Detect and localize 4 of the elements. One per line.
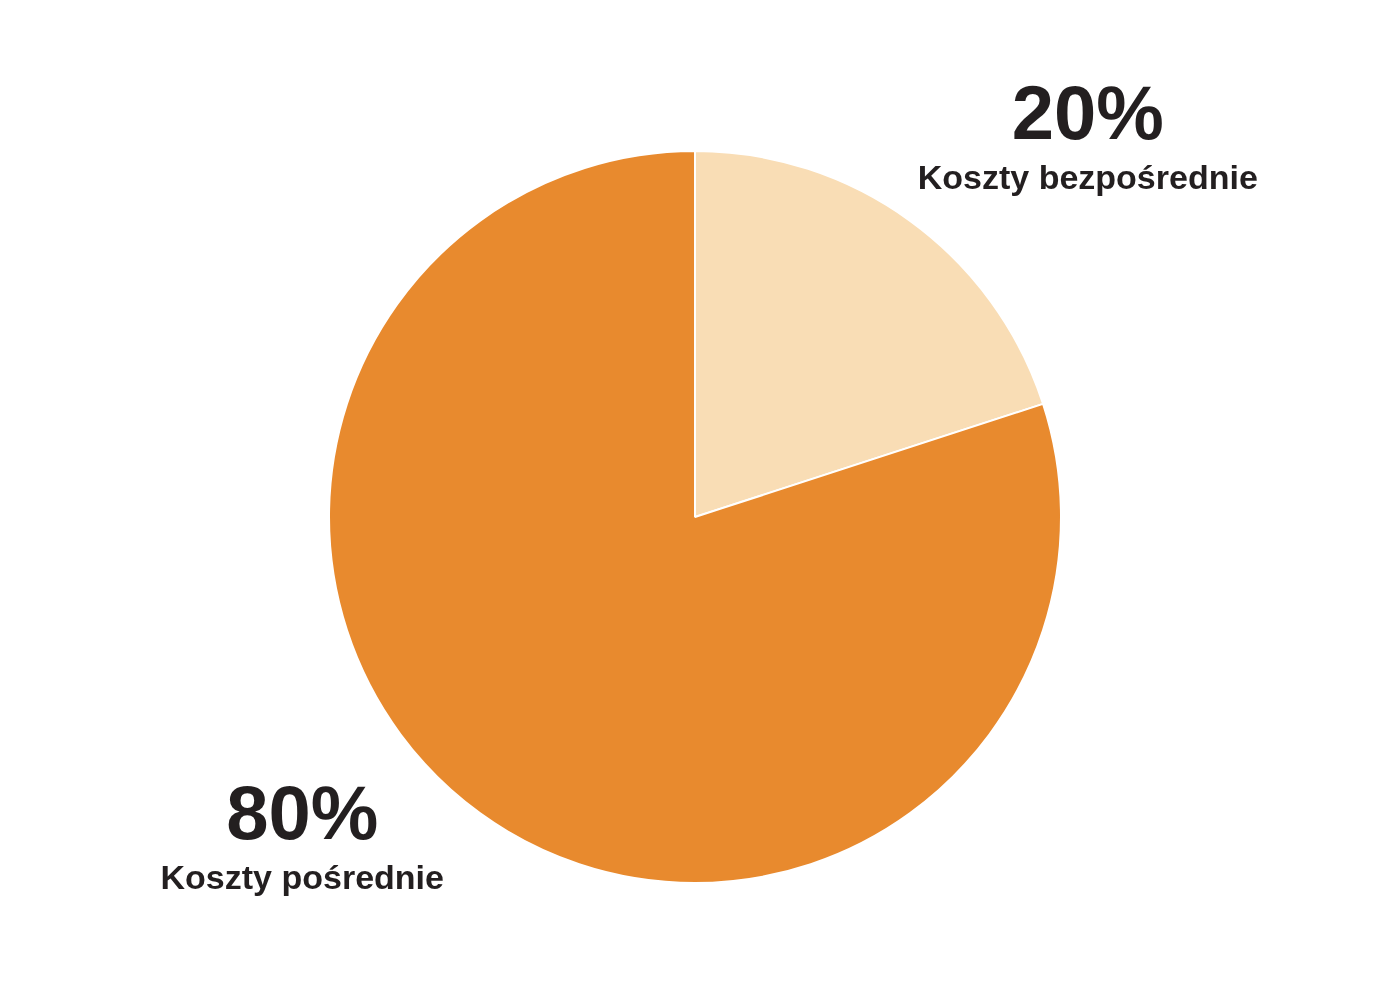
data-label: 80% [226,770,379,856]
data-label: 20% [1011,69,1164,155]
slice-label: Koszty bezpośrednie [917,157,1258,196]
slice-label: Koszty pośrednie [160,858,444,897]
